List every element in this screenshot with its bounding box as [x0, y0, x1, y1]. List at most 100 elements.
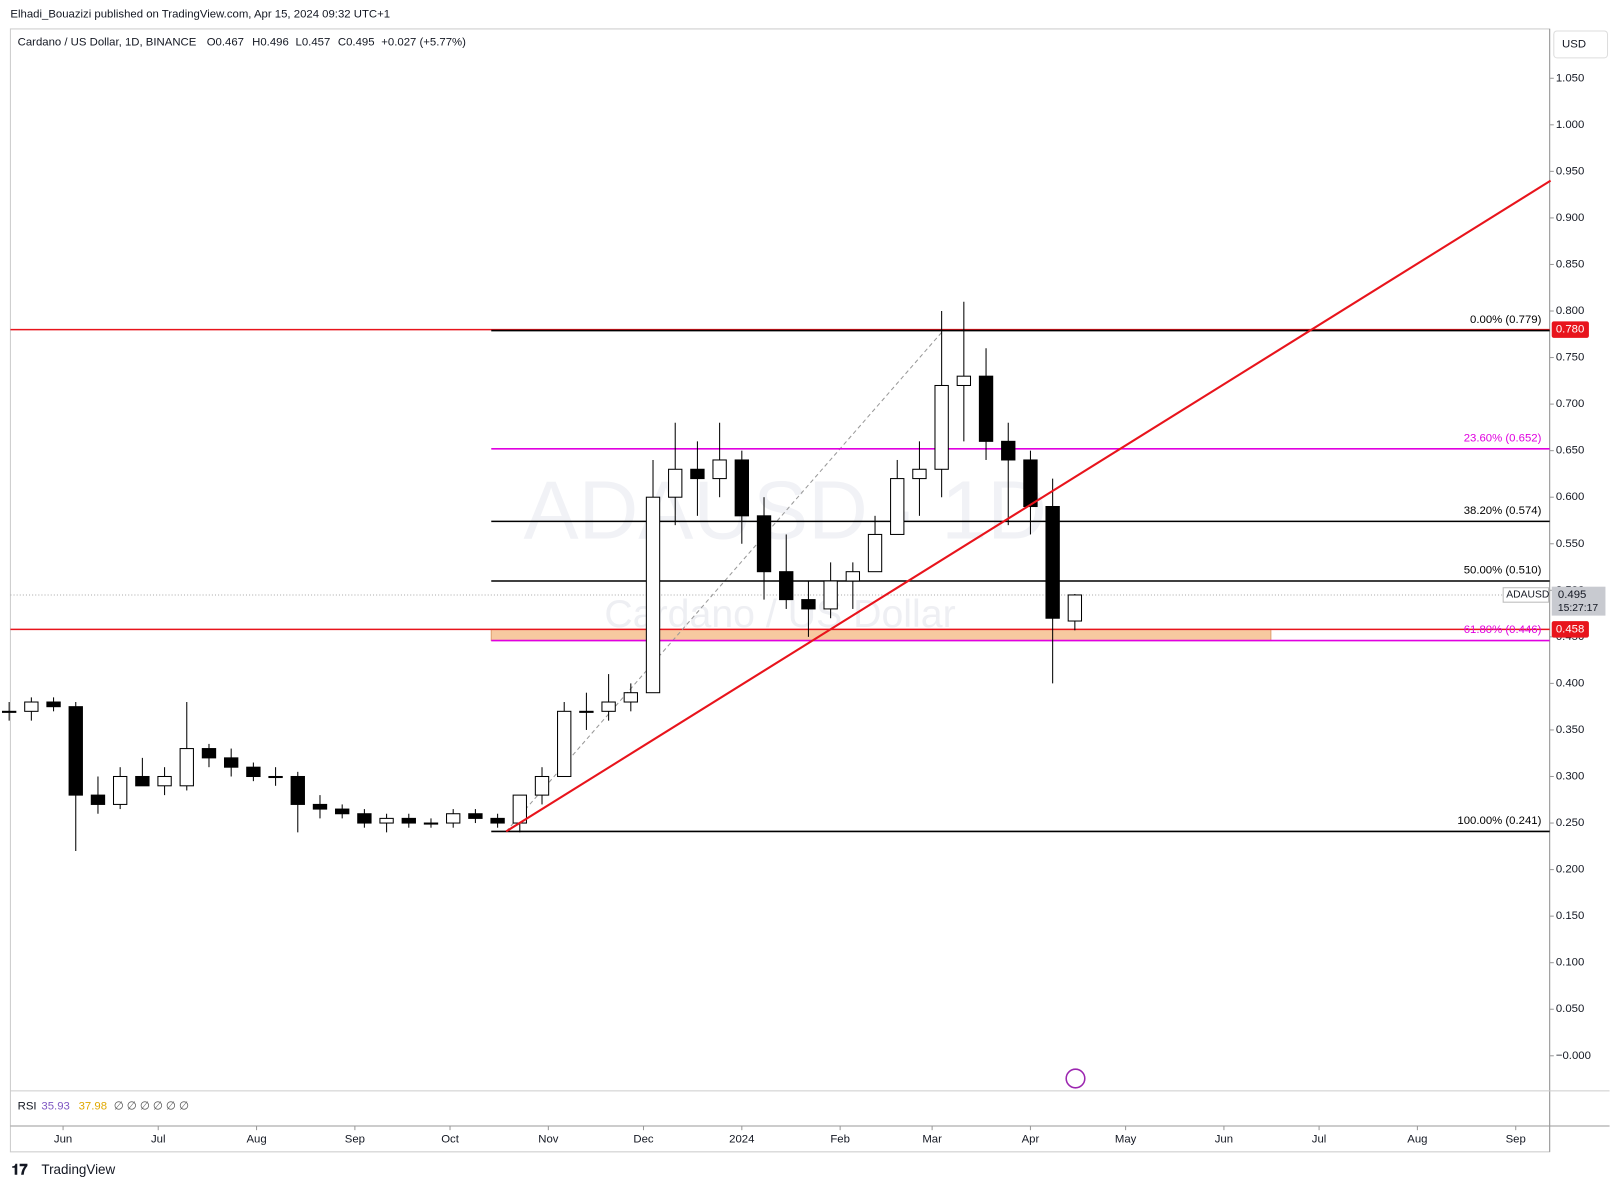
y-tick-label: 0.850 — [1556, 258, 1584, 270]
price-tag — [1551, 621, 1589, 638]
candle-body — [712, 459, 727, 480]
candle-body — [135, 775, 150, 787]
candle-body — [1, 710, 17, 713]
y-tick-label: 0.200 — [1556, 864, 1584, 876]
y-tick-label: 1.050 — [1556, 72, 1584, 84]
candle-body — [357, 813, 372, 824]
currency-button[interactable] — [1553, 30, 1609, 59]
candle-body — [446, 813, 461, 824]
legend-low: L0.457 — [296, 36, 331, 48]
header: Elhadi_Bouazizi published on TradingView… — [10, 8, 390, 20]
candle-body — [978, 375, 994, 442]
candle-body — [557, 710, 572, 778]
flash-icon[interactable] — [1065, 1068, 1086, 1089]
price-tag-label: 0.458 — [1556, 623, 1584, 635]
x-tick-label: Jul — [151, 1133, 166, 1145]
candle-body — [90, 794, 106, 805]
x-tick-label: Mar — [922, 1133, 942, 1145]
candle-body — [423, 822, 439, 825]
candle-body — [46, 701, 61, 708]
y-tick-label: 0.400 — [1556, 677, 1584, 689]
x-tick-label: 2024 — [729, 1133, 754, 1145]
y-tick-label: 0.950 — [1556, 165, 1584, 177]
candle-body — [801, 599, 816, 610]
candle-body — [24, 701, 39, 712]
candle-body — [645, 496, 661, 694]
candle-body — [1023, 459, 1038, 508]
legend-open: O0.467 — [207, 36, 244, 48]
y-tick-label: 0.800 — [1556, 305, 1584, 317]
trendline — [505, 179, 1552, 833]
countdown: 15:27:17 — [1558, 603, 1598, 614]
y-tick-label: 0.300 — [1556, 770, 1584, 782]
x-tick-label: May — [1115, 1133, 1137, 1145]
candle-body — [268, 775, 283, 779]
candle-body — [623, 692, 638, 703]
y-tick-label: 0.750 — [1556, 352, 1584, 364]
candle-body — [1045, 505, 1060, 619]
candle-body — [756, 515, 772, 573]
candle-body — [468, 813, 483, 819]
candle-body — [823, 580, 838, 610]
ticker-tag-label: ADAUSD — [1506, 590, 1549, 601]
candle-body — [223, 757, 239, 768]
zone — [490, 628, 1272, 642]
fib-label: 0.00% (0.779) — [1470, 314, 1542, 326]
y-tick-label: 0.600 — [1556, 491, 1584, 503]
y-tick-label: 0.550 — [1556, 538, 1584, 550]
candle-body — [379, 817, 394, 824]
currency[interactable]: USD — [1562, 38, 1586, 50]
fib-label: 100.00% (0.241) — [1457, 815, 1541, 827]
fib-label: 38.20% (0.574) — [1464, 505, 1542, 517]
candle-body — [157, 775, 172, 787]
legend: Cardano / US Dollar, 1D, BINANCE O0.467 … — [18, 36, 466, 48]
candle-body — [246, 766, 261, 778]
y-tick-label: 0.250 — [1556, 817, 1584, 829]
x-tick-label: Apr — [1022, 1133, 1040, 1145]
candle-body — [668, 468, 683, 498]
candle-body — [401, 817, 416, 824]
y-tick-label: 0.350 — [1556, 724, 1584, 736]
rsi-empty: ∅ ∅ ∅ ∅ ∅ ∅ — [114, 1100, 189, 1112]
logo: 𝟏𝟕 — [11, 1162, 27, 1178]
candle-body — [179, 748, 194, 787]
rsi-value: 35.93 — [41, 1100, 69, 1112]
x-tick-label: Oct — [441, 1133, 460, 1145]
candle-body — [845, 571, 861, 582]
x-tick-label: Aug — [246, 1133, 266, 1145]
candle-body — [490, 817, 505, 824]
candle-body — [1001, 440, 1016, 461]
legend-symbol: Cardano / US Dollar, 1D, BINANCE — [18, 36, 197, 48]
candle-body — [867, 533, 883, 573]
last-price-tag — [1551, 586, 1606, 616]
price-tag — [1551, 321, 1589, 338]
watermark: ADAUSD · 1D — [524, 463, 1047, 556]
fib-label: 23.60% (0.652) — [1464, 432, 1542, 444]
y-tick-label: 0.700 — [1556, 398, 1584, 410]
candle-body — [934, 384, 949, 470]
x-tick-label: Sep — [1506, 1133, 1526, 1145]
candle-body — [201, 748, 217, 759]
x-tick-label: Jul — [1312, 1133, 1327, 1145]
candle-body — [734, 459, 749, 517]
x-tick-label: Aug — [1407, 1133, 1427, 1145]
y-tick-label: 1.000 — [1556, 119, 1584, 131]
candle-body — [779, 571, 794, 601]
candle-body — [890, 478, 905, 535]
candle-body — [690, 468, 705, 480]
y-tick-label: −0.000 — [1556, 1050, 1591, 1062]
x-tick-label: Feb — [830, 1133, 850, 1145]
rsi-label: RSI — [18, 1100, 37, 1112]
x-tick-label: Jun — [54, 1133, 72, 1145]
candle-body — [312, 803, 328, 810]
ticker-tag — [1502, 587, 1550, 603]
y-tick-label: 0.900 — [1556, 212, 1584, 224]
y-tick-label: 0.100 — [1556, 957, 1584, 969]
candle-body — [290, 775, 305, 805]
candle-body — [601, 701, 616, 712]
x-tick-label: Dec — [633, 1133, 654, 1145]
y-tick-label: 0.650 — [1556, 445, 1584, 457]
candle-body — [579, 710, 594, 713]
